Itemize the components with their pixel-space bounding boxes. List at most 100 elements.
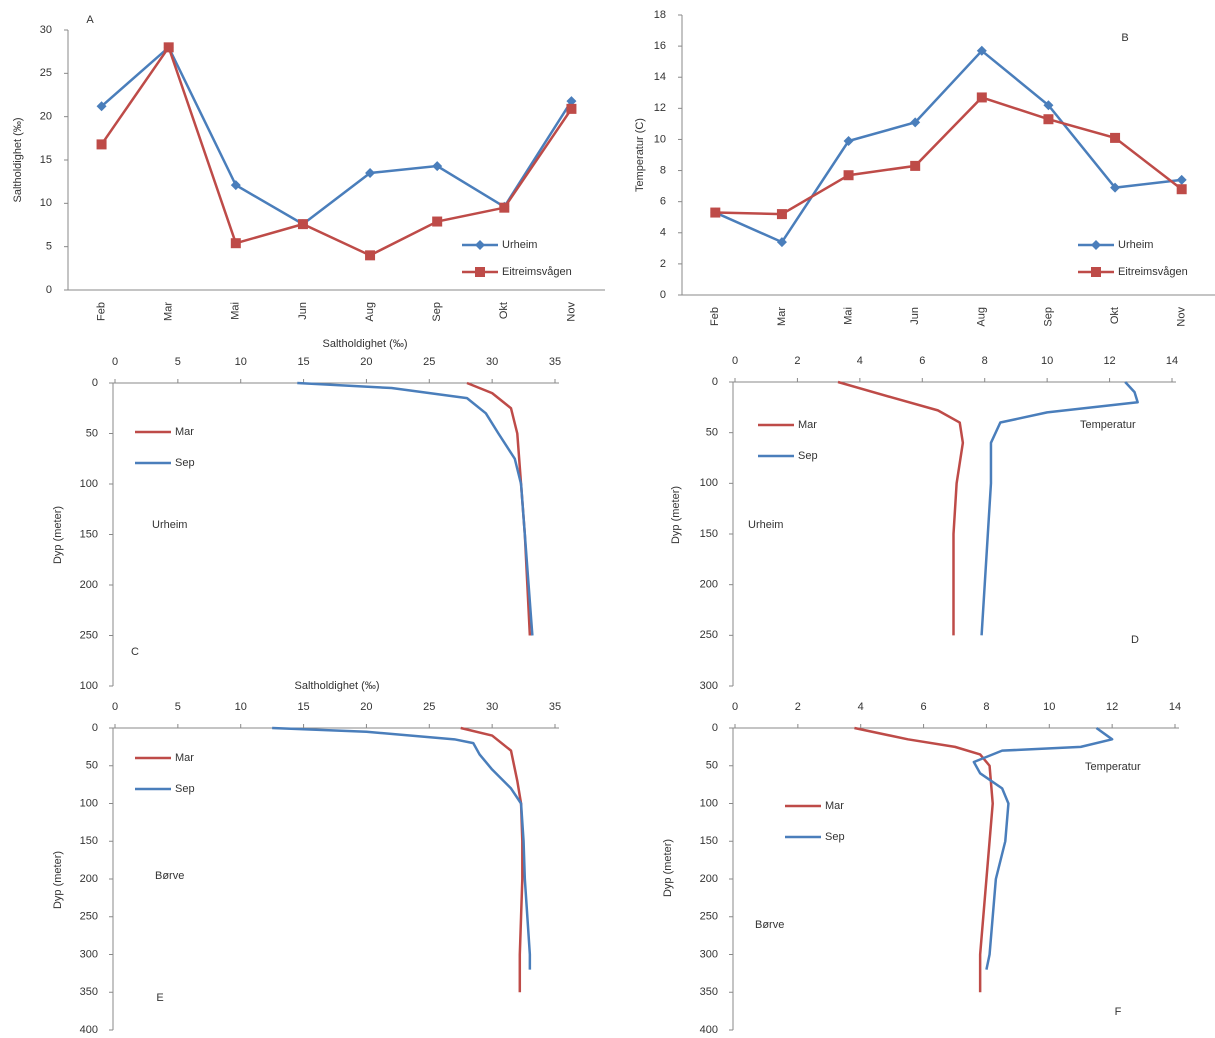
- x-tick-label: Okt: [1109, 307, 1121, 324]
- legend-label: Eitreimsvågen: [502, 266, 572, 278]
- y-tick-label: 100: [80, 797, 98, 809]
- x-tick-label: 14: [1169, 701, 1181, 713]
- marker: [710, 207, 721, 218]
- marker: [566, 103, 577, 114]
- y-tick-label: 100: [700, 477, 718, 489]
- x-tick-label: 0: [112, 701, 118, 713]
- y-axis-title: Dyp (meter): [52, 851, 64, 909]
- marker: [1091, 267, 1101, 277]
- x-tick-label: Feb: [95, 302, 107, 321]
- marker: [843, 136, 854, 146]
- y-tick-label: 25: [40, 67, 52, 79]
- y-tick-label: 100: [700, 797, 718, 809]
- marker: [163, 42, 174, 53]
- x-tick-label: Nov: [565, 302, 577, 322]
- x-tick-label: 6: [919, 355, 925, 367]
- profile-line: [272, 726, 532, 970]
- marker: [910, 117, 921, 128]
- x-tick-label: 25: [423, 701, 435, 713]
- legend-label: Sep: [798, 450, 818, 462]
- y-tick-label: 50: [86, 760, 98, 772]
- legend-label: Sep: [825, 831, 845, 843]
- annotation: Urheim: [748, 519, 783, 531]
- x-tick-label: 10: [235, 356, 247, 368]
- y-tick-label: 6: [660, 196, 666, 208]
- marker: [976, 45, 987, 56]
- x-tick-label: 10: [1043, 701, 1055, 713]
- marker: [297, 219, 308, 230]
- panel-letter: C: [131, 646, 139, 658]
- x-tick-label: 0: [112, 356, 118, 368]
- y-tick-label: 0: [92, 377, 98, 389]
- marker: [365, 168, 376, 178]
- x-tick-label: Jun: [297, 302, 309, 320]
- x-tick-label: Mar: [163, 302, 175, 321]
- y-tick-label: 0: [46, 284, 52, 296]
- y-tick-label: 30: [40, 24, 52, 36]
- marker: [96, 139, 107, 150]
- y-tick-label: 350: [700, 986, 718, 998]
- legend-label: Eitreimsvågen: [1118, 266, 1188, 278]
- marker: [976, 92, 987, 103]
- legend-label: Urheim: [1118, 239, 1153, 251]
- y-tick-label: 50: [706, 427, 718, 439]
- x-tick-label: 12: [1106, 701, 1118, 713]
- x-tick-label: 30: [486, 356, 498, 368]
- y-tick-label: 250: [700, 911, 718, 923]
- x-tick-label: Aug: [364, 302, 376, 322]
- series-line: [715, 96, 1183, 216]
- y-tick-label: 50: [86, 427, 98, 439]
- y-tick-label: 4: [660, 227, 666, 239]
- y-axis-title: Saltholdighet (‰): [12, 118, 24, 203]
- series-line: [100, 44, 573, 257]
- y-tick-label: 5: [46, 241, 52, 253]
- x-tick-label: Feb: [709, 307, 721, 326]
- profile-line: [297, 381, 534, 636]
- x-tick-label: 20: [360, 356, 372, 368]
- y-tick-label: 300: [700, 680, 718, 692]
- y-axis-title: Dyp (meter): [52, 506, 64, 564]
- x-axis-title: Saltholdighet (‰): [323, 338, 408, 350]
- x-tick-label: Sep: [431, 302, 443, 322]
- panel-letter: D: [1131, 634, 1139, 646]
- x-tick-label: 10: [235, 701, 247, 713]
- x-tick-label: Jun: [909, 307, 921, 325]
- marker: [499, 202, 510, 213]
- x-tick-label: 35: [549, 701, 561, 713]
- y-tick-label: 200: [700, 873, 718, 885]
- x-tick-label: 10: [1041, 355, 1053, 367]
- x-tick-label: 30: [486, 701, 498, 713]
- x-tick-label: 35: [549, 356, 561, 368]
- marker: [475, 267, 485, 277]
- y-tick-label: 250: [700, 629, 718, 641]
- y-tick-label: 0: [712, 376, 718, 388]
- y-tick-label: 0: [92, 722, 98, 734]
- y-tick-label: 150: [700, 528, 718, 540]
- y-tick-label: 15: [40, 154, 52, 166]
- panel-letter: A: [86, 14, 94, 26]
- y-tick-label: 12: [654, 102, 666, 114]
- marker: [1043, 100, 1054, 111]
- x-tick-label: 2: [795, 701, 801, 713]
- annotation: Børve: [155, 870, 184, 882]
- profile-line: [837, 380, 965, 636]
- marker: [1110, 182, 1121, 193]
- marker: [1176, 184, 1187, 195]
- x-tick-label: 4: [858, 701, 864, 713]
- x-tick-label: 20: [360, 701, 372, 713]
- y-tick-label: 250: [80, 911, 98, 923]
- y-tick-label: 150: [700, 835, 718, 847]
- x-tick-label: 8: [983, 701, 989, 713]
- x-tick-label: Mai: [230, 302, 242, 320]
- marker: [1110, 132, 1121, 143]
- y-tick-label: 0: [712, 722, 718, 734]
- x-tick-label: 6: [921, 701, 927, 713]
- y-tick-label: 150: [80, 835, 98, 847]
- x-tick-label: 5: [175, 356, 181, 368]
- legend-label: Sep: [175, 783, 195, 795]
- x-tick-label: 4: [857, 355, 863, 367]
- marker: [910, 160, 921, 171]
- y-tick-label: 14: [654, 71, 666, 83]
- annotation: Temperatur: [1080, 419, 1136, 431]
- y-tick-label: 200: [700, 579, 718, 591]
